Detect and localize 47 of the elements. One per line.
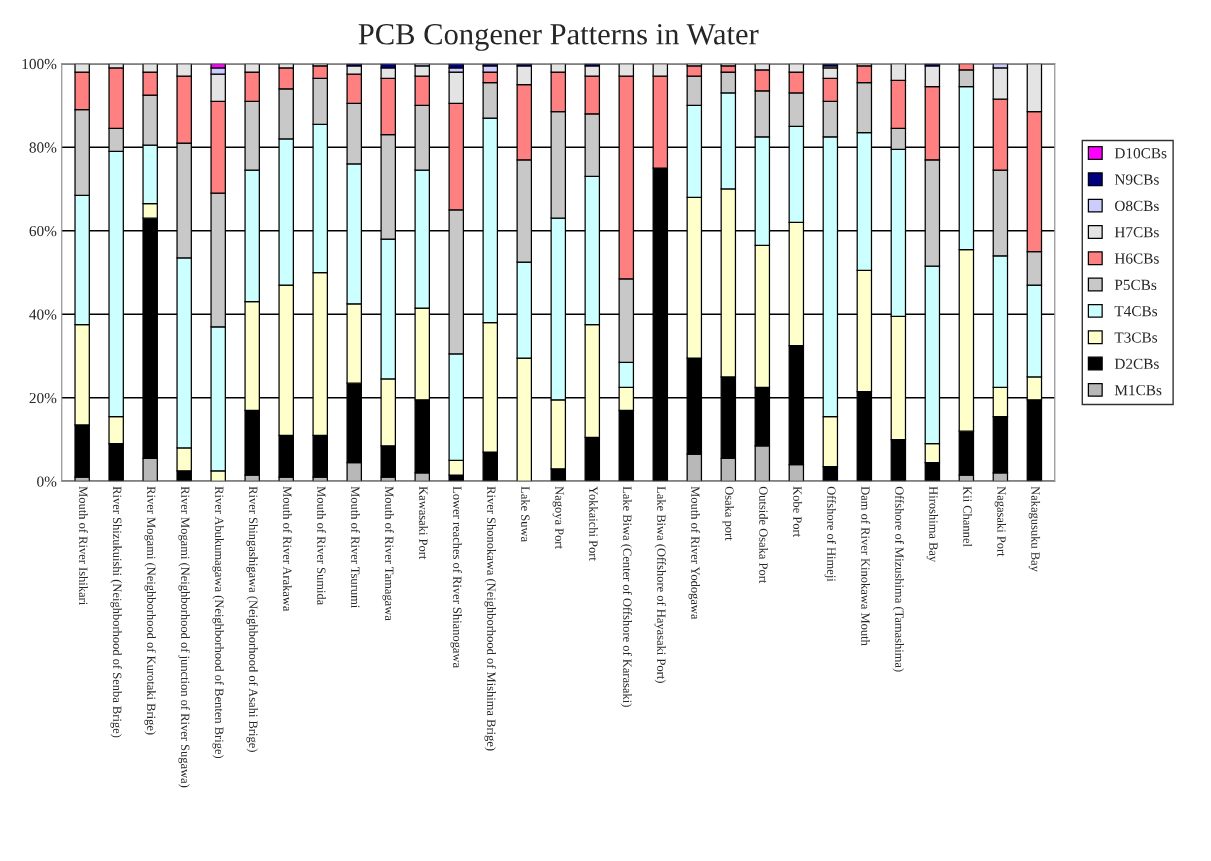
- x-tick-label: Nagasaki Port: [994, 486, 1007, 557]
- y-tick-label: 20%: [29, 392, 57, 404]
- x-tick-label: Kii Channel: [963, 486, 973, 547]
- x-tick-label: Mouth of River Ishikari: [79, 486, 88, 605]
- y-tick-label: 40%: [29, 309, 57, 320]
- x-tick-label: Hiroshima Bay: [926, 486, 939, 563]
- x-tick-label: Lake Biwa (Offshore of Hayasaki Port): [654, 486, 667, 683]
- x-tick-label: River Shizukuishi (Neighborhood of Senba Brige): [110, 486, 122, 738]
- legend-label: D10CBs: [1114, 148, 1167, 159]
- x-tick-label: River Abukumagawa (Neighborhood of Benten Brige): [212, 486, 224, 759]
- x-tick-label: Mouth of River Yodogawa: [688, 486, 701, 620]
- x-tick-label: River Mogami (Neighborhood of junction of River Sugawa): [178, 486, 190, 788]
- x-tick-label: Nagoya Port: [552, 486, 564, 549]
- x-tick-label: Osaka port: [722, 486, 734, 541]
- x-tick-label: Lake Biwa (Center of Offshore of Karasaki): [620, 486, 633, 707]
- x-tick-label: Lower reaches of River Shianogawa: [450, 486, 462, 668]
- x-tick-label: River Shingashigawa (Neighborhood of Asahi Brige): [246, 486, 258, 752]
- y-tick-label: 60%: [29, 225, 57, 237]
- legend-label: T4CBs: [1114, 306, 1158, 317]
- x-tick-label: Offshore of Mizushima (Tamashima): [892, 486, 905, 672]
- legend-label: H6CBs: [1114, 253, 1159, 264]
- legend-label: N9CBs: [1114, 174, 1159, 185]
- x-tick-label: Mouth of River Arakawa: [283, 486, 293, 612]
- x-tick-label: Offshore of Himeji: [824, 486, 837, 582]
- y-tick-label: 0%: [37, 476, 57, 487]
- chart-title: PCB Congener Patterns in Water: [358, 24, 759, 51]
- legend-label: T3CBs: [1114, 332, 1158, 343]
- x-tick-label: Mouth of River Tamagawa: [382, 486, 394, 621]
- x-tick-label: Nakagusuku Bay: [1028, 486, 1041, 572]
- legend-label: M1CBs: [1114, 385, 1162, 396]
- x-tick-label: Mouth of River Sumida: [317, 486, 327, 606]
- x-tick-label: Kawasaki Port: [419, 486, 428, 560]
- legend-label: H7CBs: [1114, 227, 1159, 238]
- y-tick-label: 100%: [22, 58, 57, 70]
- x-tick-label: River Shonokawa (Neighborhood of Mishima Brige): [484, 486, 496, 751]
- x-tick-label: Kobe Port: [793, 486, 802, 538]
- bar: [448, 63, 465, 69]
- x-tick-label: Dam of River Kinokawa Mouth: [861, 486, 871, 646]
- legend-label: D2CBs: [1114, 358, 1159, 369]
- x-tick-label: River Mogami (Neighborhood of Kurotaki Brige): [144, 486, 156, 735]
- legend-label: P5CBs: [1114, 279, 1157, 290]
- x-tick-label: Lake Suwa: [521, 486, 530, 542]
- x-tick-label: Outside Osaka Port: [759, 486, 768, 584]
- x-tick-label: Mouth of River Tsurumi: [351, 486, 361, 609]
- x-tick-label: Yokkaichi Port: [589, 486, 598, 561]
- y-tick-label: 80%: [29, 142, 57, 153]
- legend-label: O8CBs: [1114, 200, 1159, 212]
